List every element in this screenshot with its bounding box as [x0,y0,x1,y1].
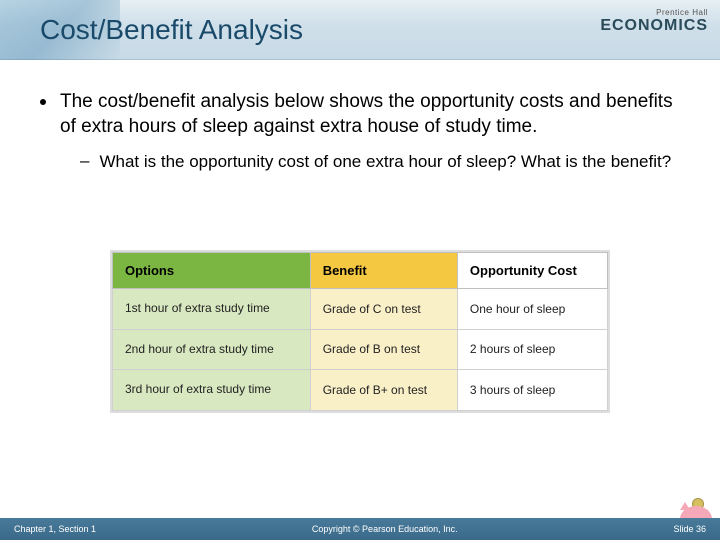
cell-cost: 3 hours of sleep [457,370,607,411]
bullet-dot-icon [40,99,46,105]
cell-options: 2nd hour of extra study time [113,329,311,370]
brand-publisher: Prentice Hall [600,8,708,17]
cell-cost: 2 hours of sleep [457,329,607,370]
cell-options: 1st hour of extra study time [113,289,311,330]
footer-slide-number: Slide 36 [673,524,706,534]
sub-bullet: – What is the opportunity cost of one ex… [80,151,680,173]
brand-name: ECONOMICS [600,17,708,35]
footer-copyright: Copyright © Pearson Education, Inc. [312,524,458,534]
cell-cost: One hour of sleep [457,289,607,330]
col-header-benefit: Benefit [310,253,457,289]
cost-benefit-table: Options Benefit Opportunity Cost 1st hou… [110,250,610,413]
footer-chapter: Chapter 1, Section 1 [14,524,96,534]
main-bullet-text: The cost/benefit analysis below shows th… [60,90,680,139]
cell-benefit: Grade of B on test [310,329,457,370]
content-area: The cost/benefit analysis below shows th… [40,90,680,173]
slide-title: Cost/Benefit Analysis [40,14,303,46]
dash-icon: – [80,151,89,173]
footer-bar: Chapter 1, Section 1 Copyright © Pearson… [0,518,720,540]
brand-logo: Prentice Hall ECONOMICS [600,8,708,35]
cell-benefit: Grade of B+ on test [310,370,457,411]
table-row: 2nd hour of extra study time Grade of B … [113,329,608,370]
cell-benefit: Grade of C on test [310,289,457,330]
table-header-row: Options Benefit Opportunity Cost [113,253,608,289]
sub-bullet-text: What is the opportunity cost of one extr… [99,151,671,173]
table-row: 1st hour of extra study time Grade of C … [113,289,608,330]
table-row: 3rd hour of extra study time Grade of B+… [113,370,608,411]
main-bullet: The cost/benefit analysis below shows th… [40,90,680,139]
col-header-options: Options [113,253,311,289]
cell-options: 3rd hour of extra study time [113,370,311,411]
col-header-cost: Opportunity Cost [457,253,607,289]
